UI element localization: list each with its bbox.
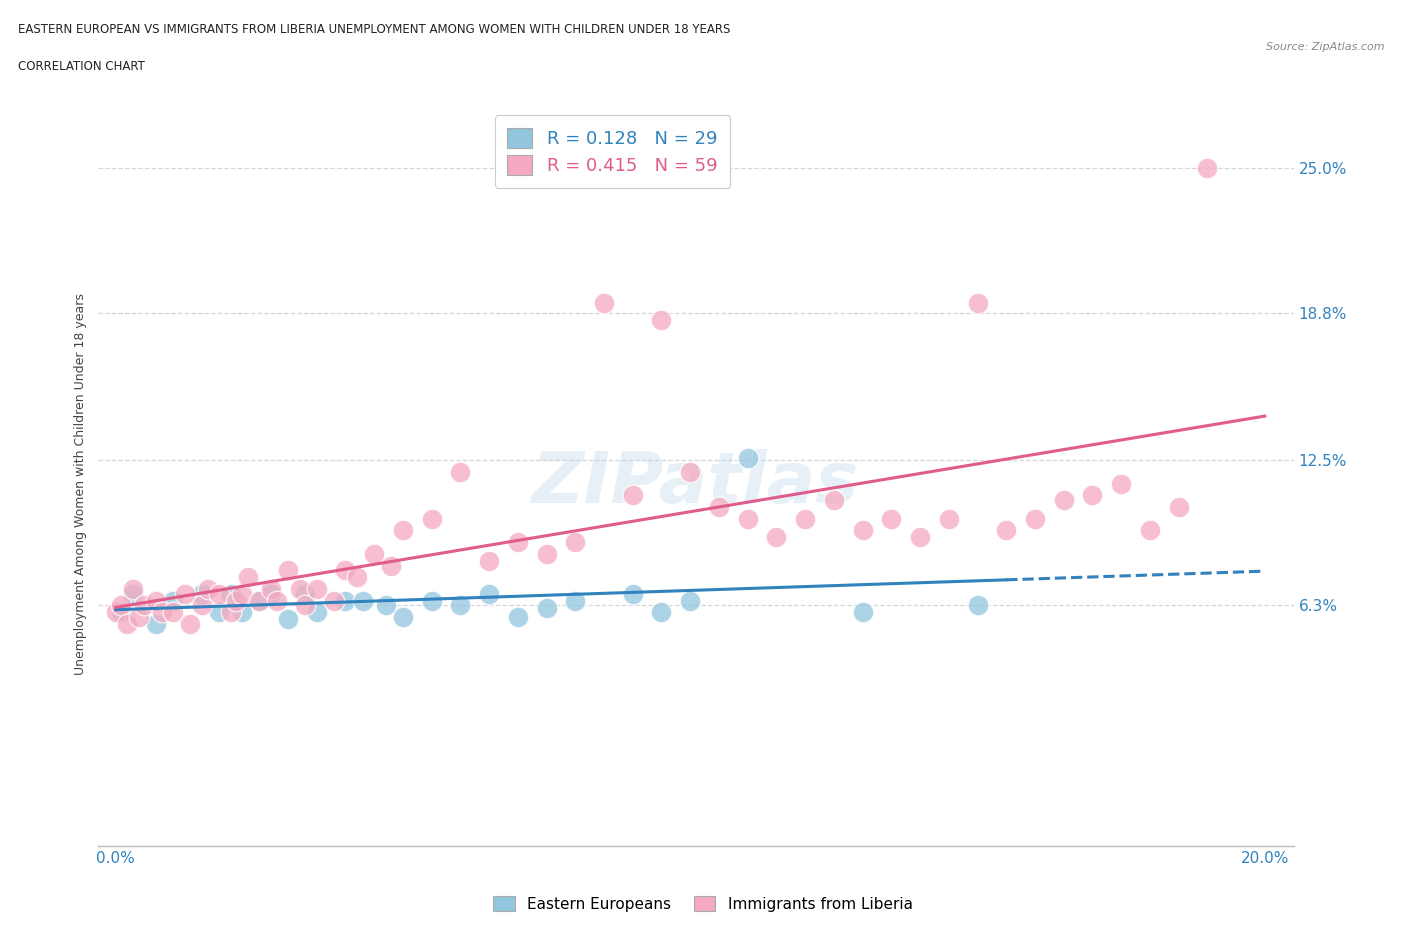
Point — [294, 598, 316, 613]
Point — [305, 581, 328, 596]
Point — [380, 558, 402, 573]
Point — [506, 535, 529, 550]
Point — [162, 604, 184, 619]
Point — [247, 593, 270, 608]
Point — [374, 598, 396, 613]
Y-axis label: Unemployment Among Women with Children Under 18 years: Unemployment Among Women with Children U… — [75, 293, 87, 674]
Text: Source: ZipAtlas.com: Source: ZipAtlas.com — [1267, 42, 1385, 52]
Point — [219, 586, 242, 601]
Point — [346, 570, 368, 585]
Point — [564, 535, 586, 550]
Point — [852, 604, 875, 619]
Point — [231, 604, 253, 619]
Point — [173, 586, 195, 601]
Point — [122, 586, 145, 601]
Point — [392, 523, 415, 538]
Point — [260, 581, 283, 596]
Point — [1024, 512, 1046, 526]
Point — [1053, 493, 1076, 508]
Point — [352, 593, 374, 608]
Point — [506, 609, 529, 624]
Point — [737, 450, 759, 465]
Point — [1167, 499, 1189, 514]
Point — [219, 604, 242, 619]
Point — [208, 586, 231, 601]
Point — [650, 312, 672, 327]
Point — [266, 593, 288, 608]
Point — [593, 296, 616, 311]
Point — [1197, 160, 1219, 175]
Point — [225, 593, 247, 608]
Point — [420, 593, 443, 608]
Point — [449, 464, 471, 479]
Point — [197, 581, 219, 596]
Point — [650, 604, 672, 619]
Point — [150, 604, 173, 619]
Point — [880, 512, 903, 526]
Point — [260, 586, 283, 601]
Point — [179, 617, 201, 631]
Point — [966, 598, 988, 613]
Point — [335, 563, 357, 578]
Point — [679, 464, 702, 479]
Point — [145, 593, 167, 608]
Point — [995, 523, 1018, 538]
Text: ZIPatlas: ZIPatlas — [533, 449, 859, 518]
Point — [621, 586, 644, 601]
Point — [363, 546, 385, 561]
Point — [335, 593, 357, 608]
Point — [231, 586, 253, 601]
Point — [707, 499, 730, 514]
Point — [208, 604, 231, 619]
Point — [536, 546, 558, 561]
Legend: R = 0.128   N = 29, R = 0.415   N = 59: R = 0.128 N = 29, R = 0.415 N = 59 — [495, 115, 730, 188]
Point — [449, 598, 471, 613]
Point — [1081, 488, 1104, 503]
Point — [621, 488, 644, 503]
Point — [392, 609, 415, 624]
Point — [323, 593, 346, 608]
Legend: Eastern Europeans, Immigrants from Liberia: Eastern Europeans, Immigrants from Liber… — [488, 889, 918, 918]
Point — [247, 593, 270, 608]
Point — [938, 512, 960, 526]
Point — [1109, 476, 1132, 491]
Point — [236, 570, 259, 585]
Point — [765, 530, 787, 545]
Point — [823, 493, 845, 508]
Point — [191, 586, 214, 601]
Point — [162, 593, 184, 608]
Point — [564, 593, 586, 608]
Point — [122, 581, 145, 596]
Point — [128, 609, 150, 624]
Point — [134, 598, 156, 613]
Point — [478, 586, 501, 601]
Point — [679, 593, 702, 608]
Point — [191, 598, 214, 613]
Point — [277, 563, 299, 578]
Point — [908, 530, 931, 545]
Point — [478, 553, 501, 568]
Point — [115, 617, 138, 631]
Point — [536, 600, 558, 615]
Point — [294, 586, 316, 601]
Point — [110, 598, 132, 613]
Text: EASTERN EUROPEAN VS IMMIGRANTS FROM LIBERIA UNEMPLOYMENT AMONG WOMEN WITH CHILDR: EASTERN EUROPEAN VS IMMIGRANTS FROM LIBE… — [18, 23, 731, 36]
Point — [966, 296, 988, 311]
Point — [420, 512, 443, 526]
Point — [737, 512, 759, 526]
Point — [145, 617, 167, 631]
Point — [852, 523, 875, 538]
Point — [110, 604, 132, 619]
Point — [104, 604, 127, 619]
Text: CORRELATION CHART: CORRELATION CHART — [18, 60, 145, 73]
Point — [288, 581, 311, 596]
Point — [305, 604, 328, 619]
Point — [1139, 523, 1161, 538]
Point — [794, 512, 817, 526]
Point — [277, 612, 299, 627]
